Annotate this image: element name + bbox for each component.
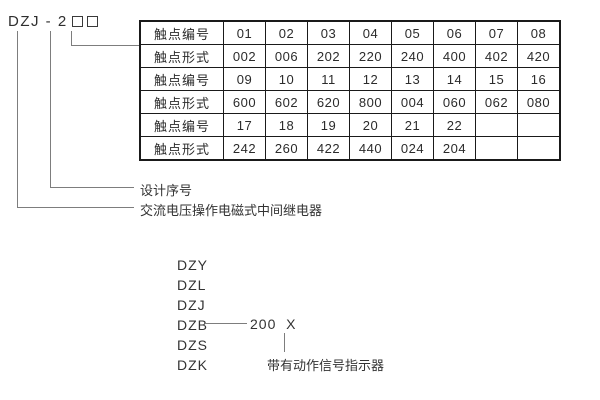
model-series-list: DZY DZL DZJ DZB DZS DZK <box>177 255 208 375</box>
contact-cell: 19 <box>307 113 350 137</box>
contact-cell: 202 <box>307 44 350 68</box>
contact-table: 触点编号 01 02 03 04 05 06 07 08 触点形式 002 006 202 220 240 4… <box>139 20 561 161</box>
contact-cell: 13 <box>391 67 434 91</box>
contact-cell: 400 <box>433 44 476 68</box>
contact-cell: 620 <box>307 90 350 114</box>
digit-box-1 <box>71 16 83 27</box>
contact-cell: 080 <box>517 90 561 114</box>
contact-cell: 600 <box>223 90 266 114</box>
leader-line-serial-horizontal <box>50 187 134 188</box>
contact-cell: 02 <box>265 20 308 45</box>
table-row: 触点编号 01 02 03 04 05 06 07 08 <box>139 20 561 45</box>
contact-cell: 01 <box>223 20 266 45</box>
leader-line-table-horizontal <box>71 45 139 46</box>
contact-cell <box>517 113 561 137</box>
contact-cell: 16 <box>517 67 561 91</box>
contact-cell: 240 <box>391 44 434 68</box>
x-indicator-line <box>284 333 285 352</box>
leader-line-relay-horizontal <box>17 207 134 208</box>
contact-cell: 06 <box>433 20 476 45</box>
contact-cell: 062 <box>475 90 518 114</box>
contact-cell: 402 <box>475 44 518 68</box>
row-label-cell: 触点编号 <box>139 67 224 91</box>
contact-cell: 04 <box>349 20 392 45</box>
contact-cell: 800 <box>349 90 392 114</box>
digit-box-2 <box>86 16 98 27</box>
contact-cell: 03 <box>307 20 350 45</box>
contact-cell: 18 <box>265 113 308 137</box>
contact-cell: 602 <box>265 90 308 114</box>
contact-cell: 11 <box>307 67 350 91</box>
row-label-cell: 触点编号 <box>139 113 224 137</box>
contact-cell <box>475 113 518 137</box>
table-row: 触点形式 242 260 422 440 024 204 <box>139 136 561 161</box>
contact-cell: 10 <box>265 67 308 91</box>
design-serial-label: 设计序号 <box>140 183 193 198</box>
series-item-dzl: DZL <box>177 277 207 293</box>
contact-cell: 22 <box>433 113 476 137</box>
series-item-dzs: DZS <box>177 337 208 353</box>
contact-cell: 14 <box>433 67 476 91</box>
series-item-dzk: DZK <box>177 357 208 373</box>
contact-cell: 08 <box>517 20 561 45</box>
model-code: DZJ - 2 <box>8 13 98 30</box>
series-item-dzy: DZY <box>177 257 208 273</box>
leader-line-serial-vertical <box>50 31 51 187</box>
contact-cell: 15 <box>475 67 518 91</box>
contact-cell: 440 <box>349 136 392 161</box>
contact-cell: 006 <box>265 44 308 68</box>
dzb-dash-line <box>205 323 247 324</box>
contact-cell: 204 <box>433 136 476 161</box>
dzb-suffix: 200 X <box>250 316 297 332</box>
row-label-cell: 触点形式 <box>139 44 224 68</box>
contact-cell <box>517 136 561 161</box>
contact-cell <box>475 136 518 161</box>
contact-cell: 21 <box>391 113 434 137</box>
contact-cell: 12 <box>349 67 392 91</box>
row-label-cell: 触点形式 <box>139 136 224 161</box>
contact-cell: 060 <box>433 90 476 114</box>
contact-table-body: 触点编号 01 02 03 04 05 06 07 08 触点形式 002 006 202 220 240 4… <box>139 20 561 161</box>
contact-cell: 260 <box>265 136 308 161</box>
contact-cell: 420 <box>517 44 561 68</box>
contact-cell: 422 <box>307 136 350 161</box>
leader-line-table-vertical <box>71 31 72 45</box>
row-label-cell: 触点形式 <box>139 90 224 114</box>
indicator-note: 带有动作信号指示器 <box>267 358 385 373</box>
contact-cell: 242 <box>223 136 266 161</box>
contact-cell: 05 <box>391 20 434 45</box>
series-item-dzj: DZJ <box>177 297 206 313</box>
contact-cell: 004 <box>391 90 434 114</box>
series-item-dzb: DZB <box>177 317 208 333</box>
table-row: 触点形式 002 006 202 220 240 400 402 420 <box>139 44 561 68</box>
table-row: 触点形式 600 602 620 800 004 060 062 080 <box>139 90 561 114</box>
contact-cell: 002 <box>223 44 266 68</box>
contact-cell: 07 <box>475 20 518 45</box>
contact-cell: 220 <box>349 44 392 68</box>
row-label-cell: 触点编号 <box>139 20 224 45</box>
contact-cell: 024 <box>391 136 434 161</box>
relay-description-label: 交流电压操作电磁式中间继电器 <box>140 203 323 218</box>
contact-cell: 09 <box>223 67 266 91</box>
table-row: 触点编号 09 10 11 12 13 14 15 16 <box>139 67 561 91</box>
contact-cell: 20 <box>349 113 392 137</box>
table-row: 触点编号 17 18 19 20 21 22 <box>139 113 561 137</box>
contact-cell: 17 <box>223 113 266 137</box>
leader-line-relay-vertical <box>17 31 18 207</box>
model-code-text: DZJ - 2 <box>8 13 68 30</box>
